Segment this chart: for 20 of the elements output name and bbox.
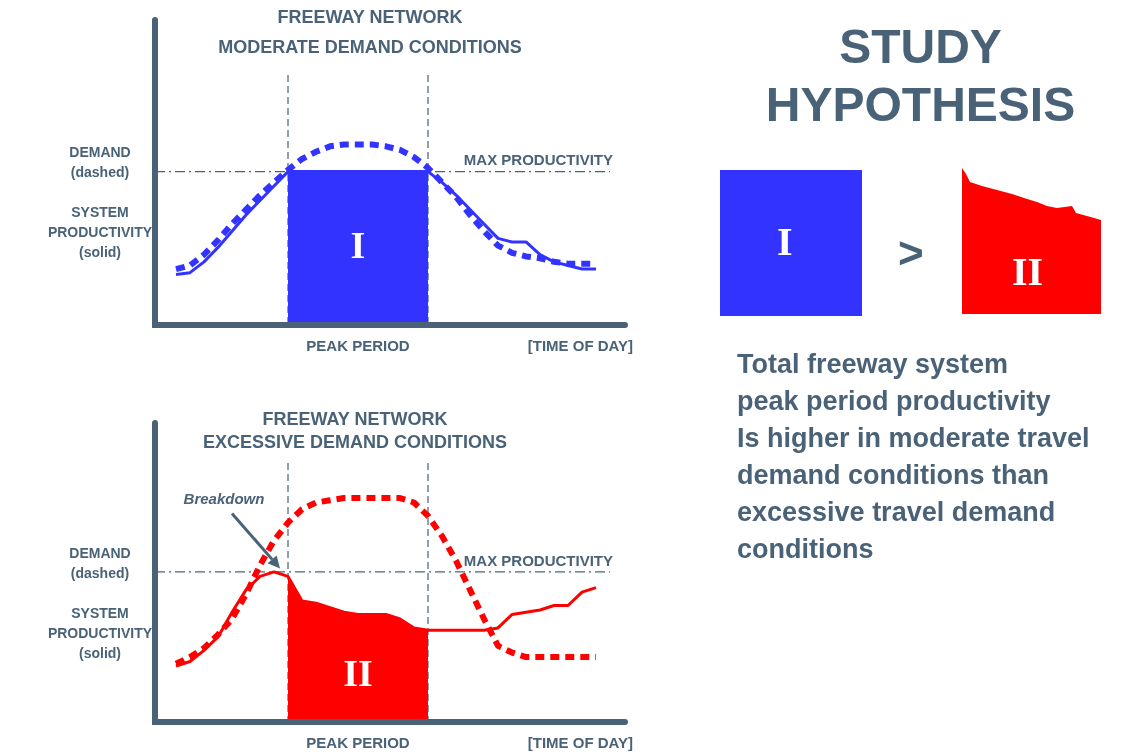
chart-subtitle: EXCESSIVE DEMAND CONDITIONS (202, 431, 508, 452)
chart-subtitle: MODERATE DEMAND CONDITIONS (218, 36, 522, 57)
ref-line-label: MAX PRODUCTIVITY (463, 151, 613, 169)
annotation: I (350, 224, 366, 267)
annotation: Breakdown (183, 490, 265, 508)
text: PEAK PERIOD (306, 336, 410, 354)
text: > (898, 228, 924, 278)
chart-title: FREEWAY NETWORK (277, 6, 463, 27)
text: Total freeway system peak period productivity Is higher in moderate travel demand conditions than excessive travel demand conditions (737, 348, 1091, 566)
x-axis-title: [TIME OF DAY] (527, 336, 633, 354)
text: I (777, 218, 793, 265)
ref-line-label: MAX PRODUCTIVITY (463, 551, 613, 569)
chart-title: FREEWAY NETWORK (262, 408, 448, 429)
text: DEMAND (dashed) SYSTEM PRODUCTIVITY (solid) (47, 144, 153, 261)
x-axis-title: [TIME OF DAY] (527, 733, 633, 751)
text: II (1012, 248, 1044, 295)
text: DEMAND (dashed) SYSTEM PRODUCTIVITY (solid) (47, 544, 153, 661)
text: STUDY HYPOTHESIS (764, 19, 1077, 133)
annotation: II (343, 651, 373, 694)
text: PEAK PERIOD (306, 733, 410, 751)
